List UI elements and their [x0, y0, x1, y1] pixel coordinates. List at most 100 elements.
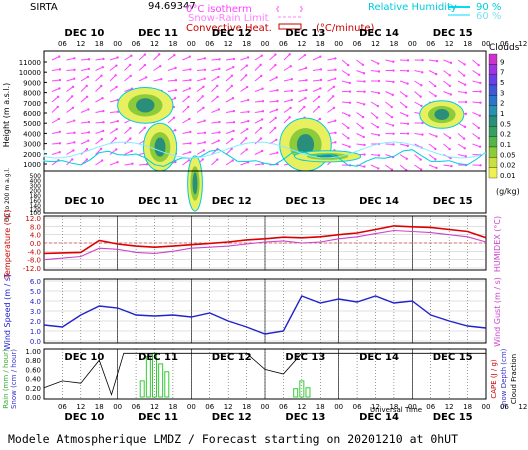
wind-arrow [240, 120, 249, 124]
wind-arrow-head [348, 114, 351, 117]
wind-arrow [51, 131, 60, 134]
wind-arrow-head [375, 116, 379, 119]
wind-arrow [269, 64, 276, 71]
wind-arrow-head [85, 158, 89, 161]
wind-arrow [428, 80, 436, 87]
hour-label: 12 [297, 403, 306, 411]
wind-arrow-head [100, 84, 103, 88]
wind-arrow [109, 111, 119, 113]
wind-arrow [66, 120, 75, 124]
wind-arrow [370, 122, 379, 128]
wind-arrow [414, 80, 422, 86]
wind-arrow-head [260, 74, 263, 78]
rh-contour-90 [43, 149, 487, 167]
wind-arrow [196, 107, 204, 113]
wind-arrow-head [435, 166, 438, 170]
rain-tick: 0.40 [25, 376, 41, 384]
wind-arrow [472, 59, 479, 66]
hour-label: 12 [76, 403, 85, 411]
day-label: DEC 15 [433, 28, 473, 39]
hour-label: 12 [445, 40, 454, 48]
wind-arrow-head [276, 151, 279, 154]
wind-arrow [109, 65, 117, 71]
wind-panel: 6.0 5.0 4.0 3.0 2.0 1.0 0.0 Wind Speed (m / s)… [3, 274, 502, 350]
wind-arrow [225, 85, 233, 92]
wind-arrow [254, 163, 263, 166]
wind-arrow [269, 117, 277, 124]
day-label: DEC 10 [64, 412, 104, 423]
wind-arrow-head [114, 74, 117, 77]
colorbar-swatch [488, 105, 498, 117]
height-tick: 2000 [23, 151, 41, 159]
hour-label: 06 [132, 40, 141, 48]
bottom-hour-labels: 06 12 18 00 06 12 18 00 06 12 18 00 06 12 18 00 06 12 18 00… [58, 403, 527, 411]
hour-label: 12 [297, 40, 306, 48]
cloud-panel: DEC 10 DEC 11 DEC 12 DEC 13 DEC 14 DEC 15 110… [2, 43, 520, 222]
snow-rain-label: Snow-Rain Limit [188, 13, 269, 24]
height-tick-low: 300 [30, 183, 42, 190]
temperature-axis-label: Temperature (°C) [3, 209, 12, 279]
colorbar-tick: 9 [500, 58, 504, 66]
wind-arrow-head [85, 84, 88, 88]
colorbar-tick: 5 [500, 79, 504, 87]
wind-arrow-head [57, 117, 61, 121]
wind-arrow [428, 154, 436, 160]
wind-arrow-head [462, 137, 466, 140]
wind-arrow-head [246, 56, 250, 59]
wind-arrow [457, 80, 466, 86]
wind-arrow-head [479, 164, 482, 167]
wind-arrow [472, 133, 480, 139]
wind-arrow-head [391, 93, 394, 97]
wind-arrow [399, 122, 409, 125]
wind-arrow [385, 112, 393, 118]
hour-label: 00 [482, 403, 491, 411]
wind-arrow [196, 69, 206, 71]
wind-arrow [196, 132, 206, 134]
height-tick-low: 160 [30, 198, 42, 205]
hour-label: 18 [95, 40, 104, 48]
wind-arrow [312, 68, 321, 71]
wind-arrow [443, 164, 452, 167]
wind-arrow [95, 58, 104, 61]
wind-arrow-head [449, 156, 452, 160]
wind-tick: 1.0 [30, 328, 41, 336]
wind-arrow-head [73, 68, 76, 71]
height-tick: 11000 [19, 59, 41, 67]
wind-axis-ticks: 6.0 5.0 4.0 3.0 2.0 1.0 0.0 [30, 278, 41, 346]
wind-arrow [414, 70, 423, 73]
wind-arrow-head [157, 53, 161, 56]
wind-arrow [124, 75, 132, 82]
footer-text: Modele Atmospherique LMDZ / Forecast sta… [8, 432, 458, 446]
wind-arrow-head [187, 105, 190, 109]
wind-arrow [66, 86, 74, 92]
rh-contours [43, 141, 487, 167]
wind-arrow-head [189, 68, 192, 71]
wind-arrow [225, 110, 234, 113]
wind-arrow [341, 122, 349, 129]
wind-arrow [312, 106, 320, 113]
hour-label: 12 [224, 403, 233, 411]
wind-arrow-head [406, 144, 409, 148]
wind-lines [43, 295, 487, 335]
wind-arrow [428, 164, 437, 169]
wind-arrow [356, 59, 364, 66]
wind-arrow-head [478, 73, 481, 77]
wind-arrow-head [203, 119, 206, 122]
wind-arrow-head [464, 100, 468, 104]
wind-arrow-head [390, 168, 394, 171]
wind-arrow [66, 69, 75, 71]
wind-arrow [225, 148, 233, 155]
wind-arrow-head [217, 108, 221, 111]
wind-arrow [269, 89, 278, 92]
wind-arrow [124, 150, 132, 155]
wind-arrow-head [232, 109, 236, 113]
wind-arrow-head [174, 66, 177, 70]
wind-arrow-head [130, 54, 133, 57]
colorbar-tick: 2 [500, 100, 504, 108]
wind-arrow-head [319, 78, 323, 82]
rain-tick: 0.20 [25, 385, 41, 393]
wind-arrow-head [275, 76, 278, 79]
wind-arrow [196, 149, 205, 155]
wind-arrow [370, 91, 379, 94]
wind-arrow-head [203, 141, 207, 144]
